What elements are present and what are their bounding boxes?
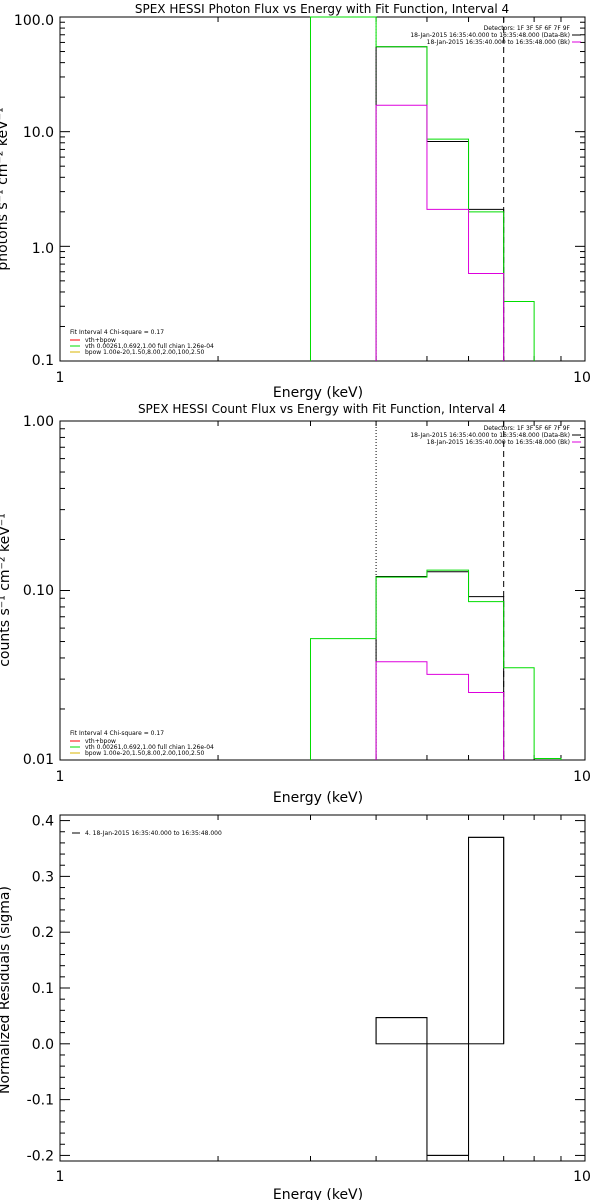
panel2-fit-item: bpow 1.00e-20,1.50,8.00,2.00,100,2.50 [85, 750, 205, 757]
series-data-bk-step [375, 571, 505, 760]
panel1-ytick-label: 100.0 [14, 13, 54, 29]
panel1-header-data-bk: 18-Jan-2015 16:35:40.000 to 16:35:48.000… [410, 32, 570, 39]
panel1-header: Detectors: 1F 3F 5F 6F 7F 9F 18-Jan-2015… [410, 25, 581, 46]
panel2-fit-legend: Fit Interval 4 Chi-square = 0.17 vth+bpo… [70, 730, 214, 757]
panel3-ytick-label: 0.4 [32, 814, 54, 830]
panel3-axes-ticks [59, 815, 586, 1161]
panel2-xtick-label: 1 [56, 769, 65, 785]
panel1-fit-legend: Fit Interval 4 Chi-square = 0.17 vth+bpo… [70, 329, 214, 356]
panel2-xlabel: Energy (keV) [273, 790, 363, 806]
panel2-header-detectors: Detectors: 1F 3F 5F 6F 7F 9F [484, 425, 571, 432]
panel3-ytick-labels: -0.2 -0.1 0.0 0.1 0.2 0.3 0.4 [27, 814, 54, 1165]
panel1-series [309, 16, 535, 361]
panel2-header: Detectors: 1F 3F 5F 6F 7F 9F 18-Jan-2015… [410, 425, 581, 446]
panel1-ytick-label: 1.0 [32, 241, 54, 257]
panel-residuals: 1 10 -0.2 -0.1 0.0 0.1 0.2 0.3 0.4 Energy (keV… [0, 814, 591, 1200]
series-vth-step [309, 569, 562, 760]
panel3-ytick-label: 0.3 [32, 869, 54, 885]
panel3-ytick-label: 0.2 [32, 925, 54, 941]
panel3-xtick-label: 1 [56, 1169, 65, 1185]
panel2-ytick-label: 1.00 [23, 414, 54, 430]
panel1-fit-title: Fit Interval 4 Chi-square = 0.17 [70, 329, 164, 336]
panel2-series [309, 569, 562, 760]
panel3-ytick-label: 0.1 [32, 981, 54, 997]
panel2-header-data-bk: 18-Jan-2015 16:35:40.000 to 16:35:48.000… [410, 432, 570, 439]
panel1-fit-item: bpow 1.00e-20,1.50,8.00,2.00,100,2.50 [85, 349, 205, 356]
panel1-xtick-label: 1 [56, 370, 65, 386]
panel2-header-bk: 18-Jan-2015 16:35:40.000 to 16:35:48.000… [427, 439, 570, 446]
panel3-ytick-label: -0.1 [27, 1093, 54, 1109]
panel3-xtick-label: 10 [573, 1169, 591, 1185]
panel1-fit-item: vth+bpow [85, 337, 116, 344]
panel-photon-flux: SPEX HESSI Photon Flux vs Energy with Fi… [0, 2, 591, 401]
panel3-ytick-label: 0.0 [32, 1037, 54, 1053]
series-bpow-step [375, 104, 505, 361]
panel2-title: SPEX HESSI Count Flux vs Energy with Fit… [138, 402, 506, 416]
panel2-ylabel: counts s⁻¹ cm⁻² keV⁻¹ [0, 513, 13, 667]
residual-bar [426, 1043, 470, 1156]
panel1-fit-item: vth 0.00261,0.692,1.00 full chian 1.26e-… [85, 343, 214, 350]
series-vth-step [309, 16, 535, 361]
panel2-ytick-label: 0.01 [23, 752, 54, 768]
panel1-axes-ticks [59, 16, 586, 362]
panel1-ylabel: photons s⁻¹ cm⁻² keV⁻¹ [0, 107, 11, 270]
residual-bar [375, 1017, 428, 1045]
panel1-xlabel: Energy (keV) [273, 385, 363, 401]
panel3-legend: 4. 18-Jan-2015 16:35:40.000 to 16:35:48.… [72, 830, 222, 837]
panel2-ytick-label: 0.10 [23, 583, 54, 599]
panel1-xtick-label: 10 [573, 370, 591, 386]
panel1-header-detectors: Detectors: 1F 3F 5F 6F 7F 9F [484, 25, 571, 32]
panel2-xtick-label: 10 [573, 769, 591, 785]
series-bpow-step [375, 661, 505, 760]
panel1-ytick-label: 0.1 [32, 353, 54, 369]
panel3-ylabel: Normalized Residuals (sigma) [0, 886, 13, 1094]
panel-count-flux: SPEX HESSI Count Flux vs Energy with Fit… [0, 402, 591, 806]
panel2-fit-title: Fit Interval 4 Chi-square = 0.17 [70, 730, 164, 737]
residual-bar [468, 836, 505, 1045]
panel3-legend-item: 4. 18-Jan-2015 16:35:40.000 to 16:35:48.… [85, 830, 222, 837]
panel1-ytick-label: 10.0 [23, 125, 54, 141]
panel1-header-bk: 18-Jan-2015 16:35:40.000 to 16:35:48.000… [427, 39, 570, 46]
panel2-axes-ticks [59, 420, 586, 761]
panel2-fit-item: vth+bpow [85, 738, 116, 745]
panel2-fit-item: vth 0.00261,0.692,1.00 full chian 1.26e-… [85, 744, 214, 751]
panel1-title: SPEX HESSI Photon Flux vs Energy with Fi… [135, 2, 509, 16]
panel3-xlabel: Energy (keV) [273, 1187, 363, 1200]
panel3-series [375, 836, 505, 1156]
panel3-ytick-label: -0.2 [27, 1148, 54, 1164]
